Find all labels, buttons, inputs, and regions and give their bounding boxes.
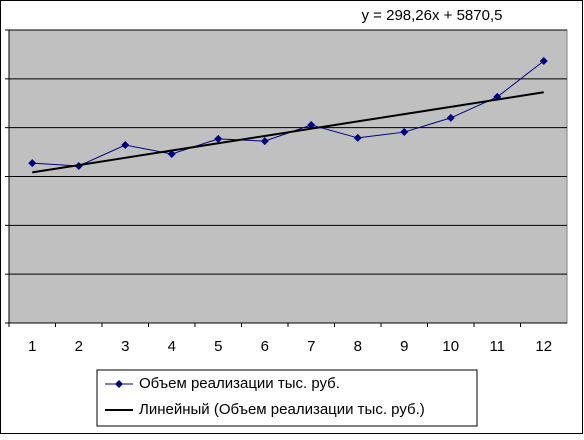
x-tick-label: 2 bbox=[75, 338, 83, 355]
data-point bbox=[167, 150, 176, 159]
x-tick-label: 3 bbox=[121, 338, 129, 355]
data-point bbox=[446, 113, 455, 122]
data-point bbox=[353, 133, 362, 142]
x-tick-label: 5 bbox=[214, 338, 222, 355]
data-point bbox=[539, 57, 548, 66]
x-tick-label: 1 bbox=[28, 338, 36, 355]
x-tick-label: 12 bbox=[535, 338, 552, 355]
x-tick-label: 9 bbox=[400, 338, 408, 355]
x-tick-label: 10 bbox=[442, 338, 459, 355]
data-point bbox=[307, 120, 316, 129]
legend-box bbox=[96, 369, 478, 427]
legend-marker bbox=[115, 380, 123, 388]
trend-line bbox=[32, 91, 544, 174]
x-tick-label: 7 bbox=[307, 338, 315, 355]
x-tick-label: 8 bbox=[354, 338, 362, 355]
x-tick-label: 6 bbox=[261, 338, 269, 355]
x-tick-label: 4 bbox=[168, 338, 176, 355]
trend-equation: y = 298,26x + 5870,5 bbox=[362, 7, 503, 24]
x-tick-label: 11 bbox=[489, 338, 505, 355]
data-point bbox=[400, 128, 409, 137]
legend-label: Линейный (Объем реализации тыс. руб.) bbox=[139, 401, 425, 418]
data-point bbox=[121, 141, 130, 150]
data-point bbox=[28, 159, 37, 168]
data-point bbox=[214, 134, 223, 143]
legend-label: Объем реализации тыс. руб. bbox=[139, 375, 340, 392]
data-point bbox=[260, 137, 269, 146]
